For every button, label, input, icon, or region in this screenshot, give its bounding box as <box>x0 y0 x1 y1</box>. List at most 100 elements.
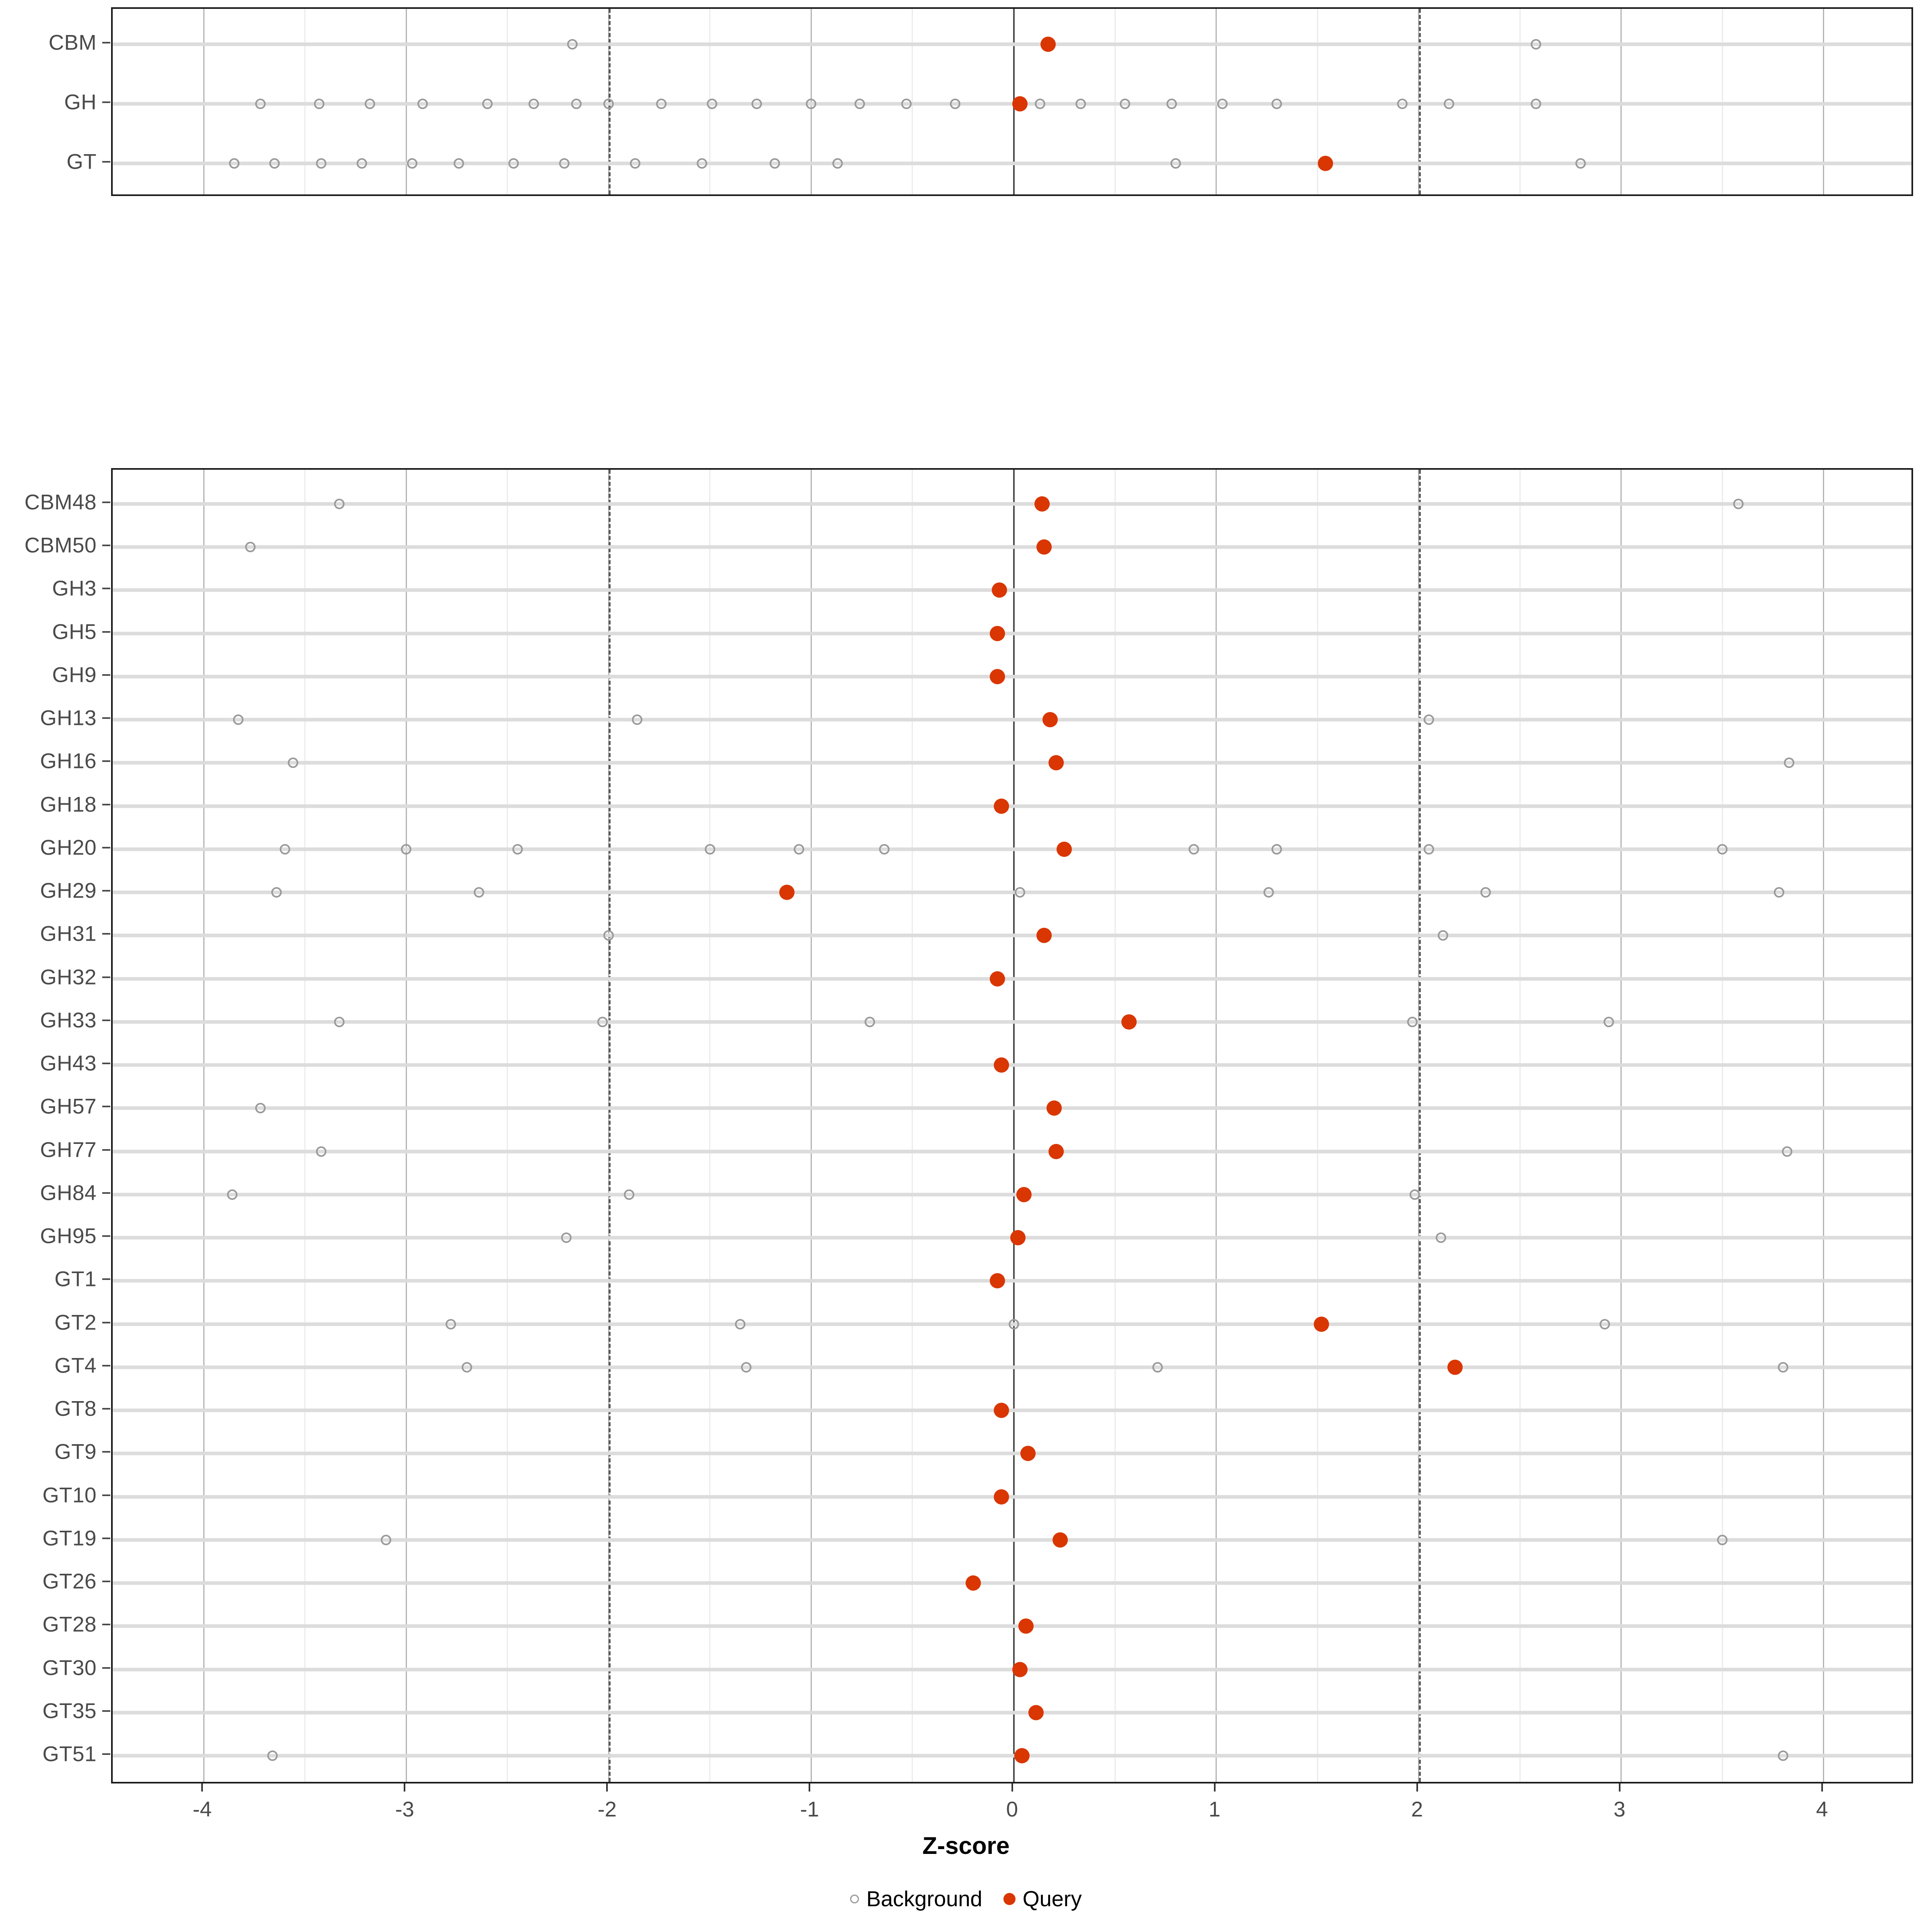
query-point[interactable] <box>1053 1532 1068 1548</box>
background-point[interactable] <box>1014 887 1025 898</box>
background-point[interactable] <box>269 158 280 169</box>
background-point[interactable] <box>271 887 282 898</box>
legend-item-query[interactable]: Query <box>1003 1885 1082 1911</box>
background-point[interactable] <box>1263 887 1274 898</box>
background-point[interactable] <box>314 99 325 109</box>
background-point[interactable] <box>381 1534 392 1545</box>
background-point[interactable] <box>1407 1016 1418 1027</box>
query-point[interactable] <box>1010 1230 1026 1246</box>
background-point[interactable] <box>1075 99 1086 109</box>
background-point[interactable] <box>528 99 539 109</box>
query-point[interactable] <box>779 885 795 900</box>
query-point[interactable] <box>965 1575 981 1591</box>
background-point[interactable] <box>1271 844 1282 855</box>
background-point[interactable] <box>1008 1319 1019 1329</box>
background-point[interactable] <box>356 158 367 169</box>
background-point[interactable] <box>632 714 642 725</box>
background-point[interactable] <box>1531 99 1542 109</box>
background-point[interactable] <box>656 99 667 109</box>
background-point[interactable] <box>1444 99 1455 109</box>
query-point[interactable] <box>990 971 1005 987</box>
background-point[interactable] <box>1778 1362 1789 1373</box>
query-point[interactable] <box>992 582 1007 598</box>
query-point[interactable] <box>990 625 1005 641</box>
query-point[interactable] <box>1018 1618 1034 1634</box>
background-point[interactable] <box>559 158 570 169</box>
background-point[interactable] <box>1531 39 1542 50</box>
query-point[interactable] <box>1314 1316 1329 1332</box>
query-point[interactable] <box>1020 1446 1036 1461</box>
query-point[interactable] <box>994 798 1009 814</box>
background-point[interactable] <box>1170 158 1181 169</box>
background-point[interactable] <box>741 1362 752 1373</box>
background-point[interactable] <box>855 99 865 109</box>
background-point[interactable] <box>267 1750 278 1761</box>
background-point[interactable] <box>316 158 327 169</box>
query-point[interactable] <box>1012 1662 1028 1677</box>
background-point[interactable] <box>1152 1362 1163 1373</box>
background-point[interactable] <box>255 1103 266 1114</box>
background-point[interactable] <box>1600 1319 1610 1329</box>
background-point[interactable] <box>508 158 519 169</box>
query-point[interactable] <box>1016 1187 1032 1202</box>
background-point[interactable] <box>233 714 244 725</box>
background-point[interactable] <box>630 158 640 169</box>
background-point[interactable] <box>1733 499 1744 509</box>
background-point[interactable] <box>794 844 805 855</box>
background-point[interactable] <box>1784 758 1795 768</box>
background-point[interactable] <box>1120 99 1131 109</box>
background-point[interactable] <box>597 1016 608 1027</box>
query-point[interactable] <box>990 1273 1005 1289</box>
background-point[interactable] <box>949 99 960 109</box>
query-point[interactable] <box>994 1057 1009 1073</box>
background-point[interactable] <box>1166 99 1177 109</box>
background-point[interactable] <box>279 844 290 855</box>
background-point[interactable] <box>1782 1146 1793 1157</box>
query-point[interactable] <box>1012 96 1028 111</box>
background-point[interactable] <box>454 158 464 169</box>
background-point[interactable] <box>1423 844 1434 855</box>
background-point[interactable] <box>704 844 715 855</box>
background-point[interactable] <box>751 99 762 109</box>
background-point[interactable] <box>407 158 418 169</box>
query-point[interactable] <box>1028 1705 1044 1720</box>
background-point[interactable] <box>229 158 239 169</box>
query-point[interactable] <box>1034 496 1050 512</box>
query-point[interactable] <box>1049 1144 1064 1159</box>
query-point[interactable] <box>1036 539 1052 555</box>
query-point[interactable] <box>1042 712 1058 728</box>
background-point[interactable] <box>462 1362 473 1373</box>
background-point[interactable] <box>334 499 345 509</box>
query-point[interactable] <box>1049 755 1064 771</box>
background-point[interactable] <box>865 1016 875 1027</box>
background-point[interactable] <box>901 99 912 109</box>
background-point[interactable] <box>227 1189 237 1200</box>
query-point[interactable] <box>1036 928 1052 943</box>
background-point[interactable] <box>1717 844 1728 855</box>
background-point[interactable] <box>1437 930 1448 941</box>
background-point[interactable] <box>571 99 582 109</box>
legend-item-background[interactable]: Background <box>850 1885 983 1911</box>
query-point[interactable] <box>1057 841 1072 857</box>
query-point[interactable] <box>1040 37 1056 52</box>
background-point[interactable] <box>696 158 707 169</box>
query-point[interactable] <box>994 1489 1009 1505</box>
background-point[interactable] <box>417 99 428 109</box>
background-point[interactable] <box>446 1319 456 1329</box>
background-point[interactable] <box>245 542 256 553</box>
background-point[interactable] <box>1423 714 1434 725</box>
background-point[interactable] <box>1271 99 1282 109</box>
background-point[interactable] <box>512 844 523 855</box>
background-point[interactable] <box>316 1146 327 1157</box>
background-point[interactable] <box>735 1319 746 1329</box>
background-point[interactable] <box>603 99 614 109</box>
background-point[interactable] <box>1778 1750 1789 1761</box>
background-point[interactable] <box>1217 99 1228 109</box>
background-point[interactable] <box>1717 1534 1728 1545</box>
background-point[interactable] <box>1575 158 1586 169</box>
background-point[interactable] <box>255 99 266 109</box>
query-point[interactable] <box>994 1403 1009 1418</box>
background-point[interactable] <box>1409 1189 1420 1200</box>
background-point[interactable] <box>334 1016 345 1027</box>
background-point[interactable] <box>401 844 412 855</box>
